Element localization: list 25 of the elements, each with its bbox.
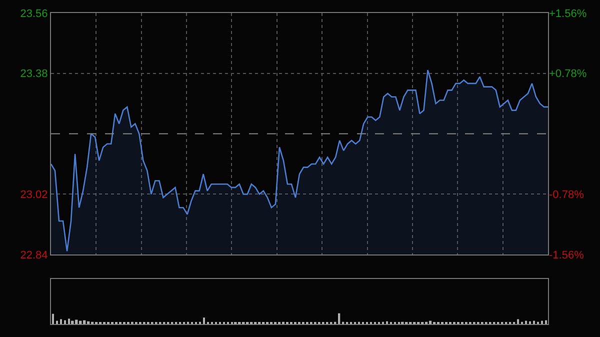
bar xyxy=(338,313,340,324)
bar xyxy=(533,320,535,324)
y-tick-label: 23.02 xyxy=(20,189,48,202)
y2-tick-label: -0.78% xyxy=(549,189,584,202)
bar xyxy=(71,320,74,324)
bar xyxy=(52,314,54,324)
y2-tick-label: +0.78% xyxy=(549,68,587,80)
bar xyxy=(56,320,58,324)
y2-tick-label: +1.56% xyxy=(549,8,587,20)
y-tick-label: 23.38 xyxy=(20,68,48,80)
bar xyxy=(386,321,388,324)
bar xyxy=(68,318,70,324)
bar xyxy=(525,320,528,324)
y2-tick-label: -1.56% xyxy=(549,249,584,262)
bar xyxy=(545,320,547,324)
bar xyxy=(60,319,62,324)
bar xyxy=(541,320,543,324)
y-tick-label: 22.84 xyxy=(20,249,48,262)
bar xyxy=(429,320,432,324)
bar xyxy=(64,320,66,324)
bar xyxy=(517,319,520,324)
bar xyxy=(75,320,78,324)
y-tick-label: 23.56 xyxy=(20,8,48,20)
bar xyxy=(203,318,205,324)
bar xyxy=(529,321,531,324)
